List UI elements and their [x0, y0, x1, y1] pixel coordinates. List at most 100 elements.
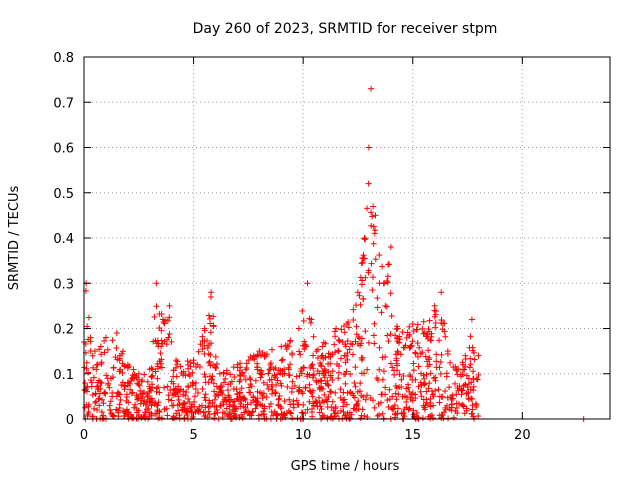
data-point	[192, 386, 199, 393]
data-point	[350, 306, 357, 313]
data-point	[423, 388, 430, 395]
data-point	[189, 369, 196, 376]
data-point	[358, 281, 365, 288]
data-point	[153, 303, 160, 310]
data-point	[432, 377, 439, 384]
data-point	[392, 382, 399, 389]
data-point	[355, 334, 362, 341]
data-point	[90, 374, 97, 381]
data-point	[123, 397, 130, 404]
data-point	[148, 374, 155, 381]
data-point	[403, 404, 410, 411]
data-point	[155, 340, 162, 347]
data-point	[457, 371, 464, 378]
data-point	[153, 388, 160, 395]
data-point	[358, 412, 365, 419]
data-point	[388, 405, 395, 412]
data-point	[146, 366, 153, 373]
data-point	[442, 333, 449, 340]
data-point	[370, 274, 377, 281]
data-point	[309, 374, 316, 381]
data-point	[465, 389, 472, 396]
data-point	[252, 405, 259, 412]
data-point	[185, 361, 192, 368]
y-axis-title: SRMTID / TECUs	[7, 186, 22, 291]
y-tick-label: 0.8	[53, 51, 74, 66]
data-point	[458, 391, 465, 398]
data-point	[344, 338, 351, 345]
data-point	[201, 325, 208, 332]
data-point	[320, 355, 327, 362]
data-point	[206, 411, 213, 418]
y-tick-label: 0.3	[53, 277, 74, 292]
data-point	[230, 385, 237, 392]
data-point	[184, 412, 191, 419]
data-point	[269, 386, 276, 393]
data-point	[83, 359, 90, 366]
data-point	[170, 373, 177, 380]
data-point	[161, 384, 168, 391]
data-point	[406, 323, 413, 330]
data-point	[370, 203, 377, 210]
data-point	[318, 362, 325, 369]
data-point	[174, 389, 181, 396]
data-point	[101, 349, 108, 356]
data-point	[279, 356, 286, 363]
data-point	[164, 383, 171, 390]
data-point	[183, 389, 190, 396]
data-point	[238, 385, 245, 392]
data-point	[321, 391, 328, 398]
data-point	[274, 371, 281, 378]
data-point	[474, 376, 481, 383]
data-point	[472, 400, 479, 407]
data-point	[237, 389, 244, 396]
data-point	[384, 279, 391, 286]
data-point	[224, 381, 231, 388]
data-point	[173, 357, 180, 364]
data-point	[100, 412, 107, 419]
data-point	[175, 396, 182, 403]
data-point	[87, 334, 94, 341]
data-point	[360, 296, 367, 303]
data-point	[463, 405, 470, 412]
data-point	[309, 405, 316, 412]
data-point	[396, 371, 403, 378]
data-point	[418, 370, 425, 377]
data-point	[324, 377, 331, 384]
data-point	[108, 410, 115, 417]
data-point	[104, 346, 111, 353]
data-point	[343, 401, 350, 408]
data-point	[337, 407, 344, 414]
data-point	[442, 388, 449, 395]
data-point	[234, 395, 241, 402]
data-point	[107, 406, 114, 413]
data-point	[338, 326, 345, 333]
data-point	[391, 402, 398, 409]
data-point	[465, 395, 472, 402]
data-point	[303, 343, 310, 350]
data-point	[132, 401, 139, 408]
data-point	[386, 396, 393, 403]
data-point	[330, 407, 337, 414]
data-point	[425, 347, 432, 354]
data-point	[126, 380, 133, 387]
data-point	[192, 393, 199, 400]
x-tick-label: 15	[404, 428, 421, 443]
data-point	[213, 364, 220, 371]
data-point	[201, 350, 208, 357]
data-point	[367, 395, 374, 402]
data-point	[325, 353, 332, 360]
data-point	[222, 375, 229, 382]
data-point	[149, 372, 156, 379]
data-point	[425, 326, 432, 333]
data-point	[316, 384, 323, 391]
data-point	[375, 400, 382, 407]
data-point	[419, 325, 426, 332]
data-point	[124, 361, 131, 368]
data-point	[234, 361, 241, 368]
data-point	[237, 401, 244, 408]
data-point	[365, 180, 372, 187]
data-point	[310, 352, 317, 359]
data-point	[356, 388, 363, 395]
data-point	[116, 355, 123, 362]
